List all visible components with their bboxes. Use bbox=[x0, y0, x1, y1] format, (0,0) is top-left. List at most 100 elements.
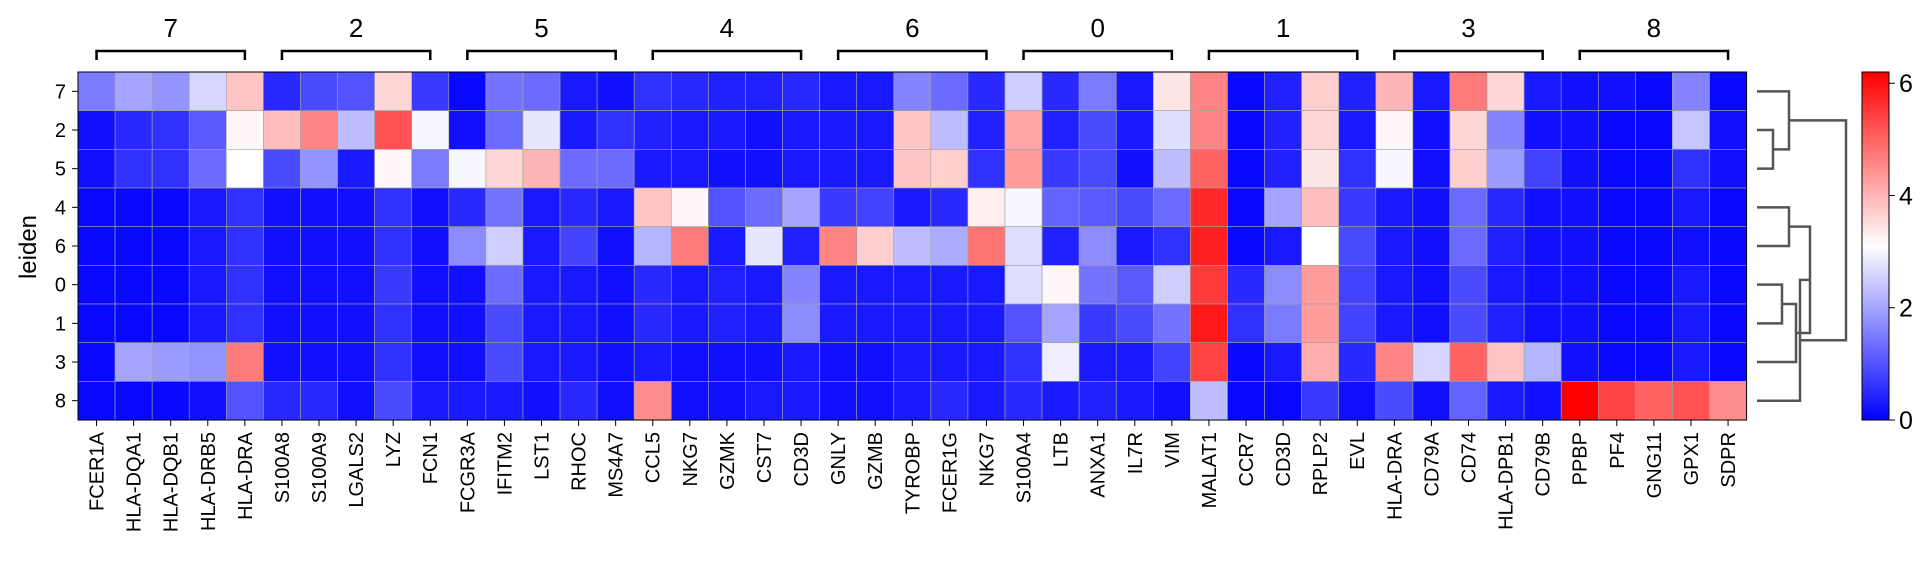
heatmap-cell bbox=[633, 149, 672, 189]
heatmap-cell bbox=[1041, 71, 1080, 111]
heatmap-cell bbox=[1153, 149, 1191, 189]
heatmap-cell bbox=[1004, 381, 1043, 421]
heatmap-cell bbox=[1041, 381, 1080, 421]
heatmap-cell bbox=[522, 226, 561, 266]
heatmap-cell bbox=[819, 226, 857, 266]
heatmap-cell bbox=[300, 226, 338, 266]
heatmap-cell bbox=[522, 71, 561, 111]
heatmap-cell bbox=[374, 303, 413, 343]
heatmap-cell bbox=[1523, 187, 1562, 227]
heatmap-cell bbox=[559, 71, 598, 111]
heatmap-cell bbox=[1375, 265, 1414, 305]
column-label: S100A8 bbox=[272, 432, 294, 503]
heatmap-cell bbox=[300, 149, 338, 189]
heatmap-cell bbox=[930, 342, 969, 382]
heatmap-cell bbox=[633, 265, 672, 305]
column-label: NKG7 bbox=[976, 432, 998, 486]
heatmap-cell bbox=[1115, 342, 1154, 382]
heatmap-cell bbox=[263, 149, 301, 189]
heatmap-cell bbox=[819, 149, 857, 189]
heatmap-cell bbox=[188, 110, 227, 150]
heatmap-cell bbox=[967, 71, 1006, 111]
heatmap-cell bbox=[745, 187, 783, 227]
heatmap-cell bbox=[448, 187, 487, 227]
group-bracket bbox=[95, 49, 247, 60]
column-label: MALAT1 bbox=[1199, 432, 1221, 508]
heatmap-cell bbox=[1338, 381, 1377, 421]
row-label: 3 bbox=[55, 352, 66, 374]
heatmap-cell bbox=[151, 342, 190, 382]
heatmap-cell bbox=[485, 110, 524, 150]
heatmap-cell bbox=[374, 265, 413, 305]
heatmap-cell bbox=[77, 110, 116, 150]
heatmap-cell bbox=[1635, 265, 1673, 305]
row-label: 7 bbox=[55, 81, 66, 103]
heatmap-cell bbox=[782, 187, 820, 227]
heatmap-cell bbox=[1041, 149, 1080, 189]
heatmap-cell bbox=[1041, 226, 1080, 266]
heatmap-cell bbox=[1597, 226, 1636, 266]
heatmap-cell bbox=[745, 265, 783, 305]
heatmap-cell bbox=[1449, 71, 1488, 111]
heatmap-cell bbox=[1560, 381, 1599, 421]
heatmap-cell bbox=[1635, 342, 1673, 382]
heatmap-cell bbox=[411, 381, 450, 421]
heatmap-cell bbox=[1449, 149, 1488, 189]
row-label: 8 bbox=[55, 391, 66, 413]
column-label: PPBP bbox=[1570, 432, 1592, 485]
heatmap-cell bbox=[77, 71, 116, 111]
heatmap-cell bbox=[522, 303, 561, 343]
heatmap-cell bbox=[1153, 110, 1191, 150]
heatmap-cell bbox=[596, 303, 635, 343]
group-bracket bbox=[651, 49, 803, 60]
heatmap-cell bbox=[1560, 71, 1599, 111]
heatmap-cell bbox=[1153, 303, 1191, 343]
heatmap-cell bbox=[1115, 265, 1154, 305]
heatmap-cell bbox=[1153, 226, 1191, 266]
column-label: GZMB bbox=[865, 432, 887, 490]
heatmap-cell bbox=[1041, 342, 1080, 382]
heatmap-cell bbox=[522, 149, 561, 189]
column-label: MS4A7 bbox=[606, 432, 628, 498]
heatmap-cell bbox=[1227, 149, 1265, 189]
heatmap-cell bbox=[633, 342, 672, 382]
heatmap-cell bbox=[708, 110, 746, 150]
colorbar bbox=[1861, 71, 1890, 421]
heatmap-cell bbox=[782, 381, 820, 421]
column-label: S100A4 bbox=[1014, 432, 1036, 503]
heatmap-cell bbox=[300, 265, 338, 305]
heatmap-cell bbox=[1190, 265, 1228, 305]
heatmap-cell bbox=[1190, 110, 1228, 150]
group-bracket bbox=[836, 49, 988, 60]
column-label: LST1 bbox=[532, 432, 554, 480]
heatmap-cell bbox=[1560, 187, 1599, 227]
group-bracket bbox=[1022, 49, 1174, 60]
heatmap-cell bbox=[559, 187, 598, 227]
heatmap-cell bbox=[930, 71, 969, 111]
heatmap-cell bbox=[1672, 149, 1710, 189]
column-label: FCN1 bbox=[420, 432, 442, 484]
heatmap-cell bbox=[337, 265, 375, 305]
group-bracket bbox=[1578, 49, 1730, 60]
heatmap-cell bbox=[967, 110, 1006, 150]
heatmap-cell bbox=[151, 149, 190, 189]
heatmap-cell bbox=[411, 187, 450, 227]
heatmap-cell bbox=[1486, 265, 1525, 305]
heatmap-cell bbox=[1560, 110, 1599, 150]
heatmap-cell bbox=[485, 381, 524, 421]
heatmap-cell bbox=[1227, 71, 1265, 111]
column-label: FCER1G bbox=[939, 432, 961, 513]
heatmap-cell bbox=[559, 110, 598, 150]
row-label: 6 bbox=[55, 236, 66, 258]
heatmap-cell bbox=[300, 342, 338, 382]
heatmap-cell bbox=[633, 381, 672, 421]
heatmap-cell bbox=[670, 342, 709, 382]
heatmap-cell bbox=[930, 149, 969, 189]
heatmap-cell bbox=[1153, 71, 1191, 111]
heatmap-cell bbox=[1672, 187, 1710, 227]
heatmap-cell bbox=[448, 381, 487, 421]
heatmap-cell bbox=[411, 342, 450, 382]
heatmap-cell bbox=[1004, 110, 1043, 150]
heatmap-cell bbox=[893, 71, 932, 111]
